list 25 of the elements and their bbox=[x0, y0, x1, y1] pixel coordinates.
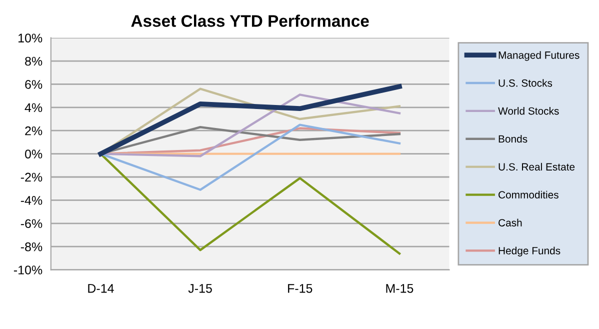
x-tick-label: M-15 bbox=[386, 284, 414, 293]
y-tick-label: -8% bbox=[20, 242, 42, 252]
legend-label: U.S. Real Estate bbox=[498, 162, 575, 171]
y-tick-label: 4% bbox=[24, 103, 42, 112]
legend-label: Commodities bbox=[498, 190, 558, 199]
y-tick-label: 8% bbox=[25, 56, 42, 66]
legend-label: Bonds bbox=[498, 134, 528, 143]
line-series bbox=[100, 152, 401, 255]
y-tick-label: -6% bbox=[20, 219, 42, 228]
y-tick-label: 10% bbox=[18, 34, 42, 42]
x-tick-label: J-15 bbox=[188, 284, 212, 293]
chart-title: Asset Class YTD Performance bbox=[131, 14, 369, 27]
legend-label: Cash bbox=[498, 218, 522, 226]
legend-label: World Stocks bbox=[498, 107, 559, 115]
legend-label: U.S. Stocks bbox=[498, 79, 552, 87]
y-tick-label: -4% bbox=[20, 196, 42, 205]
x-tick-label: F-15 bbox=[288, 284, 312, 293]
y-tick-label: 6% bbox=[25, 80, 42, 89]
y-tick-label: -10% bbox=[14, 266, 42, 274]
y-tick-label: 0% bbox=[25, 150, 42, 158]
y-tick-label: -2% bbox=[20, 172, 42, 182]
legend-label: Hedge Funds bbox=[498, 246, 560, 256]
legend-label: Managed Futures bbox=[498, 51, 580, 61]
x-tick-label: D-14 bbox=[88, 284, 114, 293]
y-tick-label: 2% bbox=[25, 126, 42, 136]
